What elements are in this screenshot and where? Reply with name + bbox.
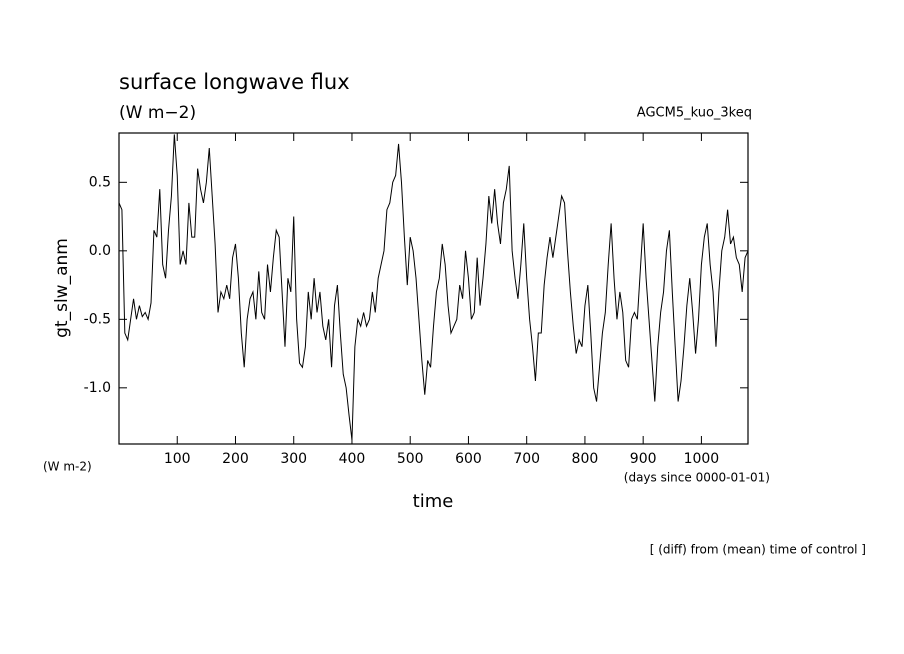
x-tick-label: 400 <box>339 451 366 467</box>
x-tick-label: 1000 <box>684 451 720 467</box>
y-tick-label: 0.0 <box>89 243 111 259</box>
y-unit: (W m-2) <box>43 460 92 474</box>
x-tick-label: 100 <box>164 451 191 467</box>
y-axis-label: gt_slw_anm <box>52 238 72 338</box>
y-tick-label: 0.5 <box>89 174 111 190</box>
footnote: [ (diff) from (mean) time of control ] <box>650 543 866 557</box>
y-tick-label: -1.0 <box>84 380 111 396</box>
x-tick-label: 200 <box>222 451 249 467</box>
x-tick-label: 500 <box>397 451 424 467</box>
x-unit: (days since 0000-01-01) <box>624 471 770 485</box>
x-tick-label: 800 <box>572 451 599 467</box>
x-tick-label: 700 <box>513 451 540 467</box>
chart-title: surface longwave flux <box>119 70 350 94</box>
y-tick-label: -0.5 <box>84 311 111 327</box>
x-tick-label: 300 <box>280 451 307 467</box>
x-tick-label: 900 <box>630 451 657 467</box>
data-line <box>118 134 749 440</box>
x-tick-label: 600 <box>455 451 482 467</box>
chart-subtitle: (W m−2) <box>119 103 196 123</box>
plot-frame <box>118 132 749 445</box>
annotation: AGCM5_kuo_3keq <box>637 106 752 121</box>
x-axis-label: time <box>413 491 454 512</box>
